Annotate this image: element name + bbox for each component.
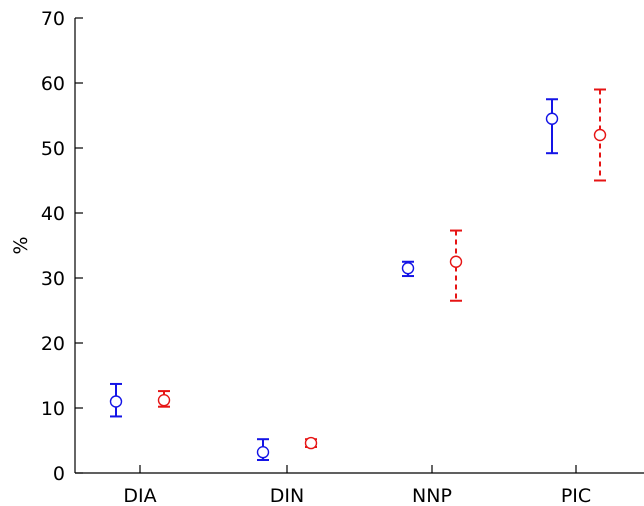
data-point <box>157 394 171 407</box>
y-tick-label: 10 <box>41 398 65 420</box>
y-ticks: 0 10 20 30 40 50 60 70 <box>41 8 83 485</box>
y-axis-label: % <box>10 236 32 254</box>
x-ticks: DIA DIN NNP PIC <box>123 465 591 506</box>
errorbar-pic-series-1 <box>545 98 559 155</box>
data-point <box>256 446 270 459</box>
y-tick-label: 40 <box>41 203 65 225</box>
data-point <box>304 436 318 450</box>
x-tick-label-dia: DIA <box>123 485 156 506</box>
axes <box>74 18 644 474</box>
series-1 <box>109 98 559 461</box>
errorbar-din-series-1 <box>256 438 270 461</box>
x-tick-label-pic: PIC <box>561 485 591 506</box>
errorbar-nnp-series-1 <box>401 260 415 278</box>
errorbar-pic-series-2 <box>593 88 607 182</box>
y-tick-label: 60 <box>41 73 65 95</box>
errorbar-din-series-2 <box>304 436 318 450</box>
data-point <box>401 262 415 275</box>
y-tick-label: 70 <box>41 8 65 30</box>
data-point <box>449 255 463 268</box>
errorbar-dia-series-2 <box>157 390 171 408</box>
series-2 <box>157 88 607 450</box>
errorbar-dia-series-1 <box>109 382 123 418</box>
x-tick-label-nnp: NNP <box>412 485 452 506</box>
errorbar-nnp-series-2 <box>449 229 463 302</box>
y-tick-label: 30 <box>41 268 65 290</box>
x-tick-label-din: DIN <box>270 485 304 506</box>
data-point <box>109 395 123 408</box>
data-point <box>545 112 559 125</box>
y-tick-label: 0 <box>53 463 65 485</box>
series-layer <box>109 88 607 461</box>
y-tick-label: 20 <box>41 333 65 355</box>
y-tick-label: 50 <box>41 138 65 160</box>
data-point <box>593 128 607 142</box>
